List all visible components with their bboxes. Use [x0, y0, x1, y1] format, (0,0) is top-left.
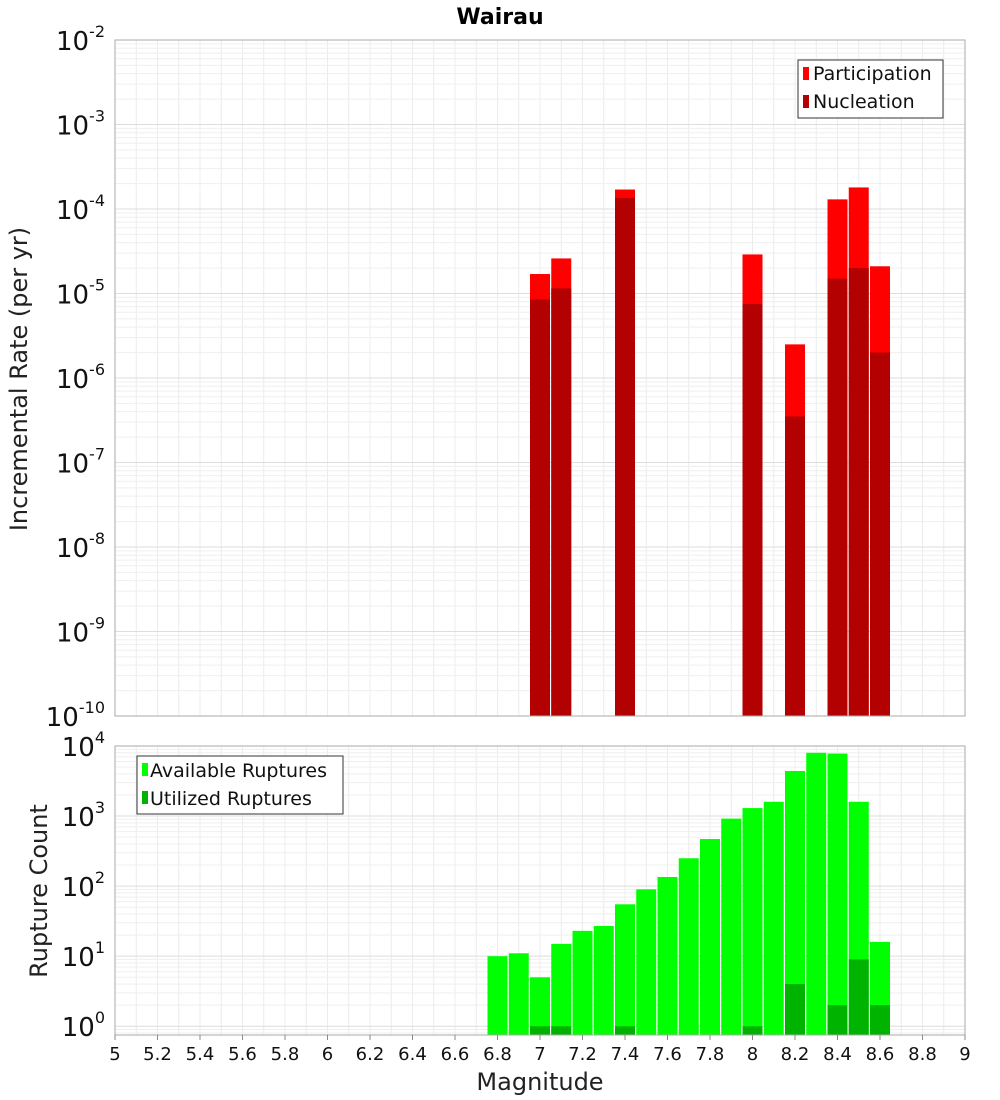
count-bar-available-ruptures: [572, 930, 593, 1035]
top-panel-bars: [530, 187, 890, 717]
bottom-y-tick-label: 101: [62, 938, 105, 973]
count-bar-available-ruptures: [742, 808, 763, 1035]
count-bar-available-ruptures: [508, 953, 529, 1035]
count-bar-utilized-ruptures: [870, 1005, 890, 1035]
count-bar-available-ruptures: [551, 943, 572, 1035]
x-tick-label: 5.6: [228, 1044, 257, 1065]
x-tick-label: 5.4: [186, 1044, 215, 1065]
top-y-tick-label: 10-10: [46, 698, 105, 733]
count-bar-available-ruptures: [615, 904, 635, 1035]
top-legend-box: [797, 59, 944, 119]
top-y-tick-label: 10-3: [56, 107, 105, 142]
count-bar-available-ruptures: [721, 818, 742, 1035]
bottom-y-tick-label: 104: [62, 728, 105, 763]
count-bar-available-ruptures: [530, 977, 550, 1035]
count-bar-available-ruptures: [657, 876, 678, 1035]
legend-label-participation: Participation: [813, 63, 932, 85]
x-tick-label: 7.8: [696, 1044, 725, 1065]
count-bar-available-ruptures: [678, 858, 699, 1035]
rate-bar-nucleation: [530, 299, 550, 716]
x-tick-label: 9: [959, 1044, 970, 1065]
legend-label-utilized-ruptures: Utilized Ruptures: [150, 788, 312, 810]
count-bar-utilized-ruptures: [848, 959, 869, 1035]
top-legend: Participation Nucleation: [797, 59, 944, 119]
top-y-tick-label: 10-6: [56, 360, 105, 395]
x-tick-label: 6.6: [441, 1044, 470, 1065]
x-tick-label: 5: [109, 1044, 120, 1065]
count-bar-available-ruptures: [806, 752, 827, 1035]
x-tick-label: 6.4: [398, 1044, 427, 1065]
bottom-y-axis-label: Rupture Count: [25, 804, 53, 978]
x-tick-label: 5.8: [271, 1044, 300, 1065]
count-bar-utilized-ruptures: [615, 1026, 635, 1035]
count-bar-utilized-ruptures: [742, 1026, 763, 1035]
count-bar-available-ruptures: [487, 956, 508, 1035]
x-tick-label: 8.6: [866, 1044, 895, 1065]
count-bar-utilized-ruptures: [551, 1026, 572, 1035]
x-tick-label: 6.2: [356, 1044, 385, 1065]
count-bar-utilized-ruptures: [827, 1005, 848, 1035]
count-bar-available-ruptures: [827, 753, 848, 1035]
legend-label-available-ruptures: Available Ruptures: [150, 760, 327, 782]
bottom-y-tick-label: 103: [62, 798, 105, 833]
top-y-tick-label: 10-2: [56, 22, 105, 57]
bottom-y-tick-label: 100: [62, 1008, 105, 1043]
count-bar-available-ruptures: [700, 839, 720, 1035]
legend-label-nucleation: Nucleation: [813, 91, 915, 113]
rate-bar-nucleation: [615, 197, 635, 716]
count-bar-utilized-ruptures: [530, 1026, 550, 1035]
rate-bar-nucleation: [870, 352, 890, 716]
bottom-y-tick-label: 102: [62, 868, 105, 903]
x-tick-label: 6.8: [483, 1044, 512, 1065]
x-tick-label: 8.2: [781, 1044, 810, 1065]
rate-bar-nucleation: [827, 278, 848, 716]
legend-swatch-participation: [803, 67, 809, 80]
x-tick-label: 7: [534, 1044, 545, 1065]
rate-bar-nucleation: [551, 288, 572, 716]
top-y-tick-labels: 10-10 10-9 10-8 10-7 10-6 10-5 10-4 10-3 10-2: [46, 22, 105, 733]
rate-bar-nucleation: [848, 268, 869, 716]
top-y-tick-label: 10-8: [56, 529, 105, 564]
rate-bar-nucleation: [742, 304, 763, 716]
x-tick-label: 8.8: [908, 1044, 937, 1065]
top-y-tick-label: 10-9: [56, 614, 105, 649]
bottom-legend-box: [136, 755, 344, 815]
bottom-y-tick-labels: 100 101 102 103 104: [62, 728, 105, 1043]
x-tick-label: 5.2: [143, 1044, 172, 1065]
top-y-axis-label: Incremental Rate (per yr): [5, 227, 33, 531]
top-y-tick-label: 10-7: [56, 445, 105, 480]
count-bar-available-ruptures: [763, 801, 784, 1035]
bottom-panel-bars: [487, 752, 890, 1035]
x-axis-label: Magnitude: [476, 1068, 603, 1096]
top-plot-frame: [114, 39, 966, 717]
count-bar-available-ruptures: [593, 925, 614, 1035]
x-tick-label: 8.4: [823, 1044, 852, 1065]
chart-title: Wairau: [456, 5, 543, 30]
x-tick-label: 7.4: [611, 1044, 640, 1065]
legend-swatch-nucleation: [803, 95, 809, 108]
x-tick-label: 8: [747, 1044, 758, 1065]
top-y-tick-label: 10-4: [56, 191, 105, 226]
x-tick-label: 6: [322, 1044, 333, 1065]
x-tick-label: 7.2: [568, 1044, 597, 1065]
count-bar-available-ruptures: [785, 770, 805, 1035]
top-y-tick-label: 10-5: [56, 276, 105, 311]
x-tick-label: 7.6: [653, 1044, 682, 1065]
legend-swatch-available-ruptures: [142, 763, 148, 776]
count-bar-utilized-ruptures: [785, 984, 805, 1035]
legend-swatch-utilized-ruptures: [142, 791, 148, 804]
bottom-legend: Available Ruptures Utilized Ruptures: [136, 755, 344, 815]
x-tick-labels: 5 5.2 5.4 5.6 5.8 6 6.2 6.4 6.6 6.8 7 7.2 7.4 7.6 7.8 8…: [109, 1035, 971, 1065]
count-bar-available-ruptures: [636, 889, 657, 1035]
rate-bar-nucleation: [785, 416, 805, 716]
